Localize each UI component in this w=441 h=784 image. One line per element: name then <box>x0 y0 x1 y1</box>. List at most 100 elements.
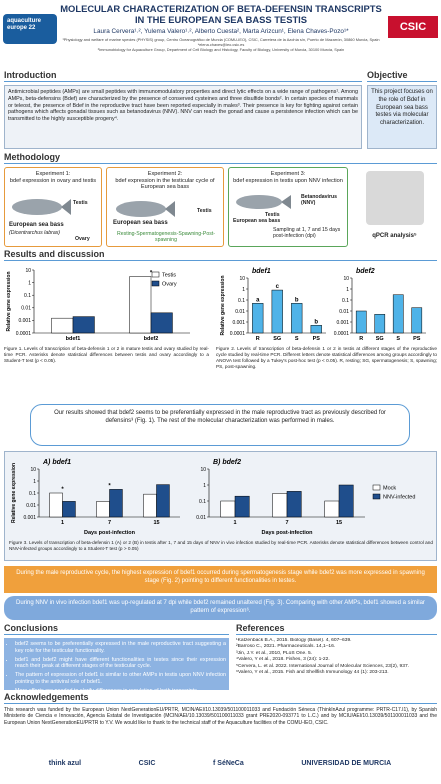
bar <box>338 484 354 518</box>
conclusion: bdef1 and bdef2 might have different fun… <box>15 657 226 671</box>
x-tick-label: 7 <box>285 520 288 526</box>
experiment-description: bdef expression in ovary and testis <box>9 177 97 184</box>
section-heading: Introduction <box>4 70 362 82</box>
y-tick-label: 10 <box>343 276 349 282</box>
x-tick-label: 1 <box>61 520 64 526</box>
x-tick-label: 15 <box>336 520 342 526</box>
y-tick-label: 0.01 <box>196 515 206 521</box>
conclusion: bdef2 seems to be preferentially express… <box>15 641 226 655</box>
legend-label: Ovary <box>162 282 177 288</box>
logo-left: aquaculture europe 22 <box>3 14 57 44</box>
affiliation: *elena.chaves@ieo.csic.es <box>197 42 245 48</box>
y-tick-label: 0.1 <box>238 298 245 304</box>
y-tick-label: 0.01 <box>21 306 31 312</box>
fish-icon <box>116 201 175 217</box>
conclusion: The pattern of expression of bdef1 is si… <box>15 672 226 686</box>
reference: ⁴Valero, Y et al., 2018. Fishes, 3 (24):… <box>236 657 330 663</box>
label: Testis <box>73 200 88 206</box>
y-tick-label: 0.0001 <box>16 331 32 337</box>
chart: 0.0001 0.001 0.01 0.1 1 10 Relative gene expre… <box>6 268 190 342</box>
y-tick-label: 0.0001 <box>230 331 246 337</box>
conclusions-box: bdef2 seems to be preferentially express… <box>4 638 229 690</box>
x-tick-label: 15 <box>153 520 159 526</box>
reference: ⁵Cervera, L. et al. 2022. International … <box>236 663 410 669</box>
x-tick-label: S <box>396 336 400 342</box>
bar <box>220 500 236 518</box>
y-tick-label: 0.001 <box>18 318 31 324</box>
label: qPCR analysis⁵ <box>372 233 417 239</box>
x-tick-label: PS <box>313 336 321 342</box>
label: Sampling at 1, 7 and 15 days post-infect… <box>273 227 341 239</box>
authors: Laura Cervera¹˒², Yulema Valero¹˒², Albe… <box>93 28 349 35</box>
legend-swatch <box>372 493 381 500</box>
annotation: * <box>108 483 111 489</box>
chart: 0.001 0.01 0.1 1 10 A) bdef1 Relative gene exp… <box>11 459 180 536</box>
summary: Our results showed that bdef2 seems to b… <box>30 404 410 446</box>
qpcr-machine <box>366 171 424 225</box>
bar <box>109 489 123 518</box>
chart-title: bdef2 <box>356 268 375 275</box>
logo: f SéNeCa <box>213 759 244 767</box>
bar <box>51 317 74 334</box>
bar <box>143 493 157 518</box>
bar <box>271 289 283 334</box>
label: Ovary <box>75 236 90 242</box>
legend-label: Mock <box>383 486 396 492</box>
bar <box>286 491 302 518</box>
x-tick-label: SG <box>273 336 281 342</box>
x-tick-label: 7 <box>108 520 111 526</box>
section-heading: Conclusions <box>4 623 229 635</box>
bar <box>272 493 288 518</box>
y-tick-label: 0.001 <box>336 320 349 326</box>
y-tick-label: 0.001 <box>232 320 245 326</box>
x-tick-label: PS <box>413 336 421 342</box>
y-tick-label: 10 <box>25 268 31 274</box>
experiment-title: Experiment 3: <box>270 171 306 177</box>
y-tick-label: 0.1 <box>199 499 206 505</box>
bar <box>374 314 386 334</box>
chart: 0.0001 0.001 0.01 0.1 1 10 bdef1 Relative gene … <box>220 268 326 342</box>
bar <box>355 310 367 334</box>
legend-swatch <box>151 280 160 287</box>
legend-swatch <box>372 484 381 491</box>
figure-3-box: 0.001 0.01 0.1 1 10 A) bdef1 Relative gene exp… <box>4 451 437 561</box>
affiliation: ²Immunobiology for Aquaculture Group, De… <box>97 47 345 53</box>
chart-title: B) bdef2 <box>213 459 241 466</box>
section-heading: Objective <box>367 70 437 82</box>
legend-swatch <box>151 271 160 278</box>
experiment-box: Experiment 2: bdef expression in the tes… <box>106 167 224 247</box>
acknowledgements-text: This research was funded by the European… <box>4 707 437 726</box>
annotation: c <box>276 284 280 290</box>
experiment-description: bdef expression in testis upon NNV infec… <box>233 177 343 184</box>
y-axis-label: Relative gene expression <box>11 463 17 523</box>
chart: 0.0001 0.001 0.01 0.1 1 10 bdef2 R SG S PS <box>334 268 426 342</box>
x-tick-label: bdef2 <box>144 336 159 342</box>
label: Betanodavirus (NNV) <box>301 194 338 206</box>
reference: ⁶Valero, Y et al., 2015. Fish and Shellf… <box>236 669 389 675</box>
y-tick-label: 1 <box>33 479 36 485</box>
footer-logos: think azul CSIC f SéNeCa UNIVERSIDAD DE MUR… <box>20 748 420 778</box>
x-tick-label: 1 <box>233 520 236 526</box>
label: Testis <box>265 212 280 218</box>
bar <box>129 276 152 334</box>
y-tick-label: 1 <box>346 287 349 293</box>
conclusion: More efforts are needed to clarify diffe… <box>15 688 226 691</box>
y-tick-label: 10 <box>30 467 36 473</box>
experiment-description: bdef expression in the testicular cycle … <box>115 177 215 191</box>
x-axis-label: Days post-infection <box>261 530 313 536</box>
bar <box>291 303 303 334</box>
y-tick-label: 0.01 <box>339 309 349 315</box>
y-axis-label: Relative gene expression <box>220 275 226 335</box>
reference: ³Jin, J.Y. et al., 2010, PLoS One. 5. <box>236 650 313 656</box>
affiliations: ¹Physiology and welfare of marine specie… <box>60 37 382 52</box>
logo: UNIVERSIDAD DE MURCIA <box>301 759 392 767</box>
y-tick-label: 1 <box>242 287 245 293</box>
experiment-box: Experiment 1: bdef expression in ovary a… <box>4 167 102 247</box>
bar <box>411 307 423 334</box>
section-heading: References <box>236 623 437 635</box>
reference: ¹Katzenback B.A., 2015. Biology (Basel).… <box>236 638 352 643</box>
experiment-title: Experiment 1: <box>35 171 71 177</box>
label: European sea bass <box>233 218 281 224</box>
experiment-box: Experiment 3: bdef expression in testis … <box>228 167 348 247</box>
